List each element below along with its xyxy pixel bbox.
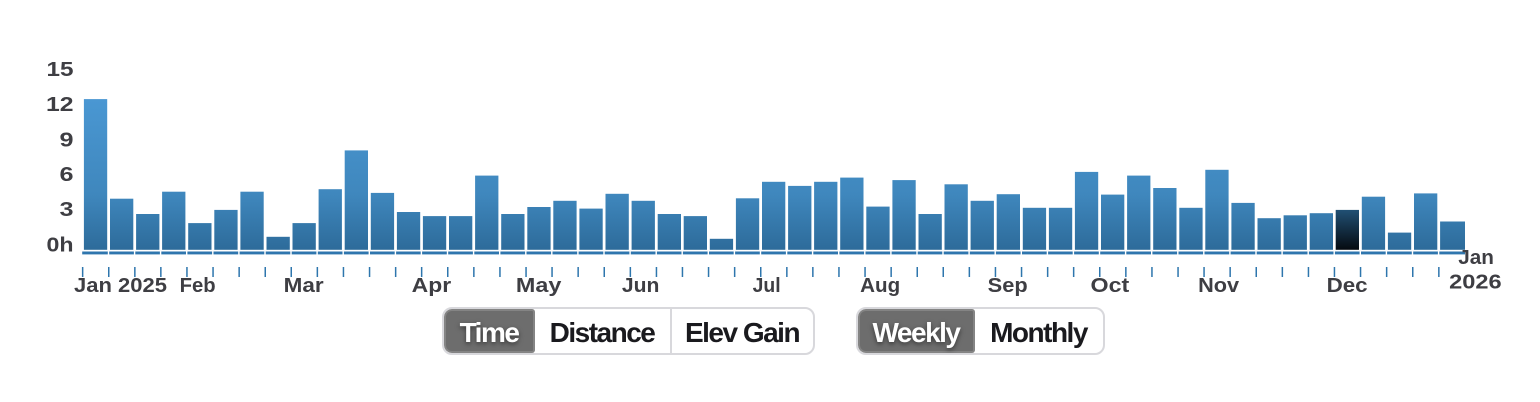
- svg-text:Jan: Jan: [1458, 247, 1494, 269]
- svg-text:9: 9: [60, 129, 74, 151]
- svg-text:3: 3: [60, 199, 74, 221]
- svg-text:2026: 2026: [1449, 272, 1502, 294]
- svg-text:Jun: Jun: [622, 275, 660, 297]
- svg-text:Nov: Nov: [1198, 275, 1240, 297]
- svg-text:Feb: Feb: [180, 275, 216, 297]
- svg-text:15: 15: [47, 59, 74, 81]
- svg-text:Dec: Dec: [1327, 275, 1368, 297]
- svg-text:Aug: Aug: [860, 275, 900, 297]
- svg-text:Apr: Apr: [412, 275, 452, 297]
- svg-text:Oct: Oct: [1091, 275, 1130, 297]
- svg-text:Jan 2025: Jan 2025: [74, 275, 167, 297]
- svg-text:0h: 0h: [47, 235, 74, 257]
- svg-text:Jul: Jul: [753, 275, 781, 297]
- svg-text:Mar: Mar: [284, 275, 324, 297]
- svg-text:Sep: Sep: [988, 275, 1028, 297]
- svg-text:12: 12: [46, 94, 74, 116]
- svg-text:May: May: [516, 275, 563, 297]
- svg-text:6: 6: [60, 164, 74, 186]
